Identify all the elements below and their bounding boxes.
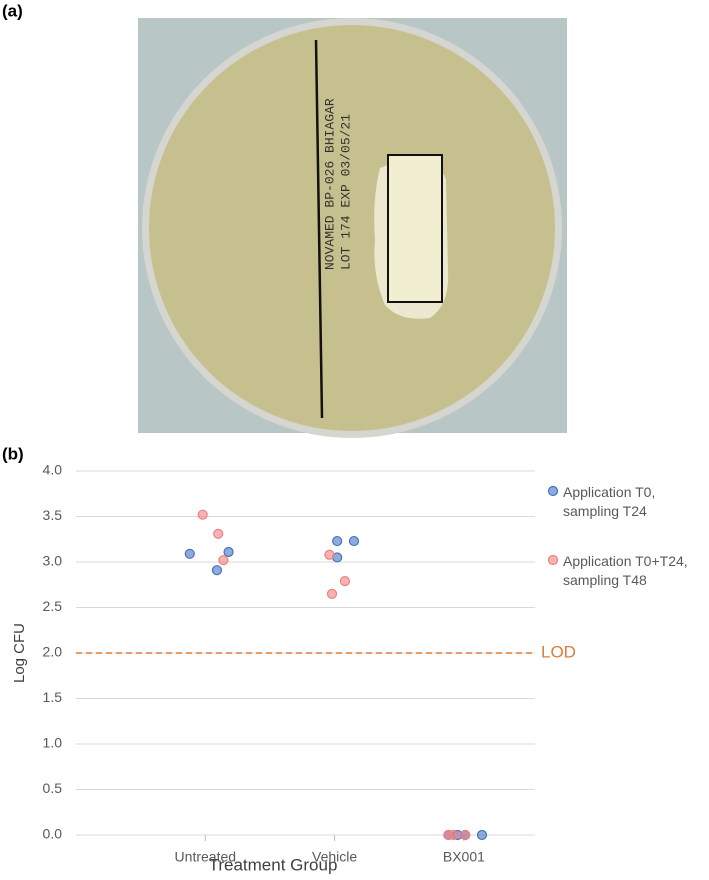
y-tick-label: 3.5 <box>43 507 63 523</box>
point <box>326 588 338 599</box>
marker-line <box>314 39 324 419</box>
plate-label-line: NOVAMED BP-026 BHIAGAR <box>322 98 337 270</box>
point <box>348 535 360 547</box>
legend-label: Application T0+T24, sampling T48 <box>563 553 688 588</box>
x-axis-title: Treatment Group <box>209 855 338 874</box>
point <box>448 829 459 841</box>
point <box>184 548 195 559</box>
x-tick-label: Vehicle <box>312 849 357 865</box>
y-tick-label: 0.0 <box>43 826 63 842</box>
point <box>218 555 229 566</box>
point <box>476 829 488 841</box>
test-patch <box>387 154 443 303</box>
panel-label: (b) <box>2 444 24 463</box>
x-tick-label: BX001 <box>443 849 485 865</box>
y-tick-label: 2.5 <box>43 598 63 614</box>
point <box>324 549 335 560</box>
point <box>332 535 343 547</box>
y-axis-title: Log CFU <box>11 623 28 683</box>
x-tick-label: Untreated <box>175 849 236 865</box>
panel-label: (a) <box>2 1 23 20</box>
point <box>223 546 234 558</box>
point <box>339 576 351 587</box>
plate-label: NOVAMED BP-026 BHIAGAR LOT 174 EXP 03/05… <box>322 98 353 270</box>
agar <box>149 25 555 431</box>
legend-label: Application T0, sampling T24 <box>563 484 656 519</box>
point <box>197 509 208 520</box>
y-tick-label: 0.5 <box>43 780 63 796</box>
y-tick-label: 1.0 <box>43 735 63 751</box>
plate-label-line: LOT 174 EXP 03/05/21 <box>338 114 353 270</box>
y-tick-label: 2.0 <box>43 644 63 660</box>
point <box>211 565 223 576</box>
y-tick-label: 1.5 <box>43 689 63 705</box>
reference-label: LOD <box>541 642 576 661</box>
legend-marker <box>547 554 559 566</box>
y-tick-label: 3.0 <box>43 553 63 569</box>
legend-marker <box>547 485 559 497</box>
point <box>460 829 471 841</box>
y-tick-label: 4.0 <box>43 462 63 478</box>
point <box>213 528 224 539</box>
